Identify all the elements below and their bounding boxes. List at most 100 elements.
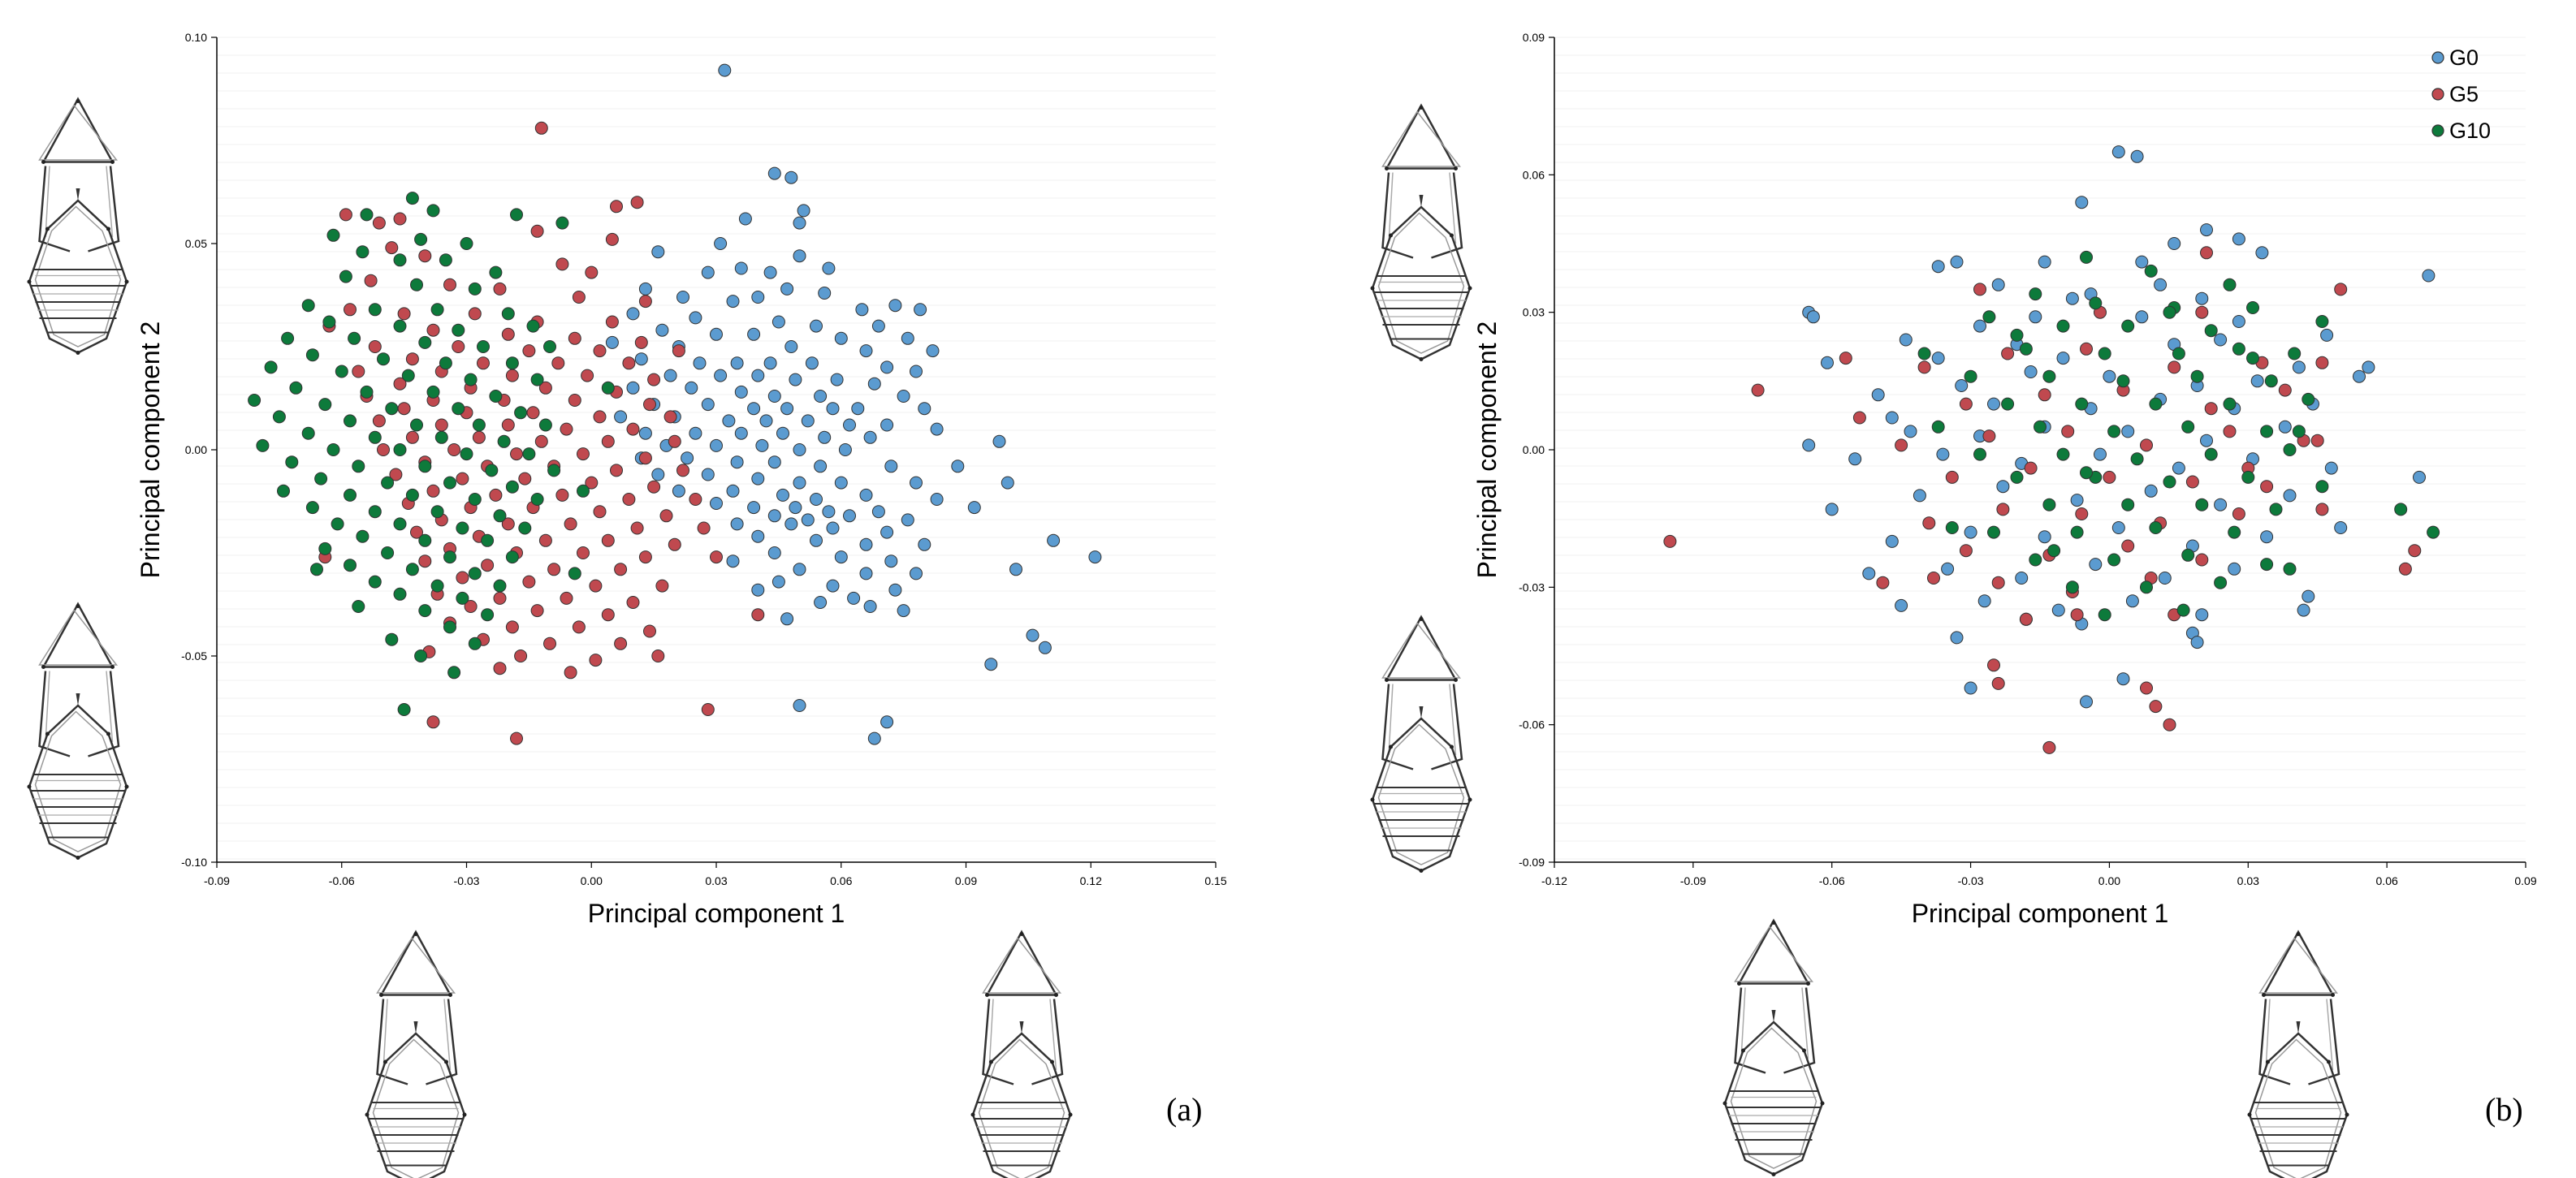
point-g10 <box>452 402 465 416</box>
point-g10 <box>430 505 444 519</box>
point-g10 <box>2228 525 2241 539</box>
point-g0 <box>2353 369 2366 383</box>
x-tick-label: 0.06 <box>2376 874 2398 887</box>
point-g5 <box>577 546 590 559</box>
point-g5 <box>626 596 640 609</box>
point-g5 <box>614 563 628 576</box>
point-g10 <box>518 521 532 535</box>
point-g0 <box>763 356 777 370</box>
x-tick-label: -0.06 <box>1819 874 1845 887</box>
point-g10 <box>2098 608 2111 622</box>
point-g0 <box>710 497 723 510</box>
y-tick-label: 0.00 <box>1523 443 1545 456</box>
point-g10 <box>485 464 499 477</box>
x-tick-label: -0.09 <box>1680 874 1706 887</box>
point-g0 <box>626 307 640 321</box>
point-g0 <box>638 426 652 440</box>
point-g10 <box>468 493 482 506</box>
point-g5 <box>1987 658 2000 672</box>
point-g10 <box>318 542 332 555</box>
point-g5 <box>668 434 681 448</box>
point-g0 <box>901 513 914 527</box>
point-g10 <box>289 381 303 395</box>
point-g5 <box>426 323 440 337</box>
point-g5 <box>643 398 656 412</box>
point-g10 <box>2292 425 2306 438</box>
point-g10 <box>344 559 357 572</box>
point-g10 <box>248 394 261 407</box>
point-g0 <box>776 488 789 502</box>
point-g10 <box>414 649 428 662</box>
point-g10 <box>2116 374 2130 388</box>
point-g0 <box>2075 196 2089 209</box>
point-g0 <box>2029 310 2042 324</box>
point-g5 <box>2398 562 2412 576</box>
point-g5 <box>585 265 599 279</box>
point-g10 <box>2140 580 2153 594</box>
point-g10 <box>555 216 569 230</box>
point-g0 <box>1047 533 1061 547</box>
point-g5 <box>2315 503 2329 516</box>
point-g5 <box>560 422 573 436</box>
point-g0 <box>734 261 748 275</box>
point-g5 <box>2408 544 2422 558</box>
point-g5 <box>456 571 469 585</box>
point-g10 <box>360 385 374 399</box>
x-tick-label: -0.06 <box>329 874 355 887</box>
point-g0 <box>655 323 669 337</box>
point-g10 <box>352 460 365 473</box>
point-g0 <box>880 360 894 374</box>
point-g0 <box>2135 255 2149 269</box>
point-g5 <box>2315 356 2329 369</box>
point-g10 <box>2075 397 2089 411</box>
x-tick-label: -0.03 <box>1958 874 1984 887</box>
point-g5 <box>477 356 490 370</box>
point-g0 <box>2070 494 2084 507</box>
point-g0 <box>926 344 940 358</box>
point-g5 <box>622 493 636 506</box>
shape-diagram-a-top <box>26 97 130 356</box>
point-g5 <box>2042 740 2056 754</box>
point-g5 <box>2024 461 2038 475</box>
point-g5 <box>493 282 507 296</box>
point-g10 <box>1945 521 1959 534</box>
point-g0 <box>2422 269 2436 283</box>
point-g10 <box>426 204 440 218</box>
point-g0 <box>701 265 715 279</box>
point-g0 <box>2250 374 2264 388</box>
point-g10 <box>568 567 581 580</box>
point-g0 <box>730 455 744 469</box>
point-g10 <box>393 253 407 267</box>
point-g5 <box>689 493 702 506</box>
point-g0 <box>726 295 740 309</box>
point-g10 <box>418 533 432 547</box>
point-g0 <box>822 505 836 519</box>
point-g10 <box>1973 447 1986 461</box>
point-g0 <box>780 282 794 296</box>
y-tick-label: 0.10 <box>185 31 207 44</box>
point-g0 <box>880 715 894 729</box>
point-g5 <box>676 464 689 477</box>
panel-a-gridlines <box>217 37 1216 860</box>
point-g0 <box>1977 594 1991 608</box>
point-g5 <box>447 443 461 456</box>
panel-b-scatter: -0.12 -0.09 -0.06 -0.03 0.00 0.03 0.06 0.09 -0.… <box>1472 31 2537 1128</box>
point-g10 <box>414 232 428 246</box>
point-g0 <box>2144 484 2158 498</box>
point-g10 <box>2130 452 2144 466</box>
point-g10 <box>443 620 456 634</box>
point-g10 <box>410 418 423 432</box>
point-g10 <box>356 529 370 543</box>
point-g10 <box>381 546 395 559</box>
point-g5 <box>1982 429 1996 443</box>
point-g10 <box>468 636 482 650</box>
x-tick-label: -0.12 <box>1541 874 1567 887</box>
point-g0 <box>2292 360 2306 374</box>
point-g0 <box>2111 145 2125 159</box>
point-g10 <box>418 460 432 473</box>
point-g5 <box>663 410 677 424</box>
point-g5 <box>1996 503 2010 516</box>
point-g0 <box>880 418 894 432</box>
point-g5 <box>647 373 661 386</box>
point-g0 <box>822 261 836 275</box>
